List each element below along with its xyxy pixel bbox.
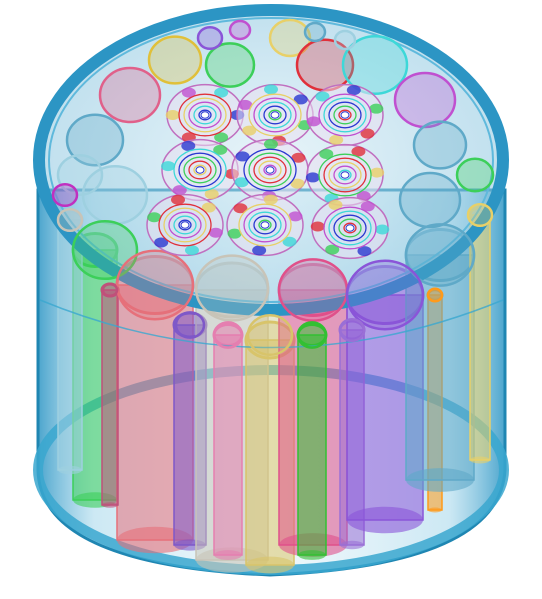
multi-core-cable-face [236,83,314,147]
cable-end-face [71,219,139,281]
multi-core-cable-face [165,83,245,147]
cable-end-face [98,66,162,124]
multi-core-cable-face [305,143,385,207]
cable-end-faces [51,18,495,357]
cable-end-face [147,35,203,85]
cable-end-face [296,321,328,349]
cable-end-face [426,287,444,303]
cable-end-face [338,317,366,343]
cable-end-face [194,254,270,322]
cable-tube [212,323,244,560]
cable-end-face [398,171,462,229]
cable-end-face [212,321,244,349]
cable-end-face [196,25,224,51]
cable-end-face [228,19,252,41]
cable-end-face [277,258,349,322]
cable-end-face [404,223,476,287]
cable-end-face [115,249,195,321]
cable-tube [56,209,84,475]
cable-end-face [174,311,206,339]
cable-end-face [56,207,84,233]
multi-core-cable-face [146,193,224,257]
multi-core-cable-face [226,193,304,257]
multi-core-cable-face [306,83,384,147]
cable-tube [296,323,328,560]
multi-core-cable-face [310,196,390,260]
cable-end-face [101,282,119,298]
cable-end-face [412,120,468,170]
jacket-mid-band [39,299,504,349]
cable-end-face [268,18,312,58]
cable-end-face [345,259,425,331]
cable-end-face [51,182,79,208]
cable-end-face [246,313,294,357]
jacket-top-inner-rim [48,17,494,303]
cable-tubes [56,206,492,574]
cable-end-face [303,21,327,43]
cable-end-face [393,71,457,129]
cable-end-face [455,157,495,193]
multi-core-cable-face [161,138,239,202]
cable-end-face [341,34,409,96]
cable-end-face [65,113,125,167]
multi-core-cable-face [231,138,309,202]
cable-tube [100,282,120,508]
cable-end-face [204,42,256,88]
cable-end-face [466,202,494,228]
cable-end-face [81,164,149,226]
cable-end-face [333,29,357,51]
